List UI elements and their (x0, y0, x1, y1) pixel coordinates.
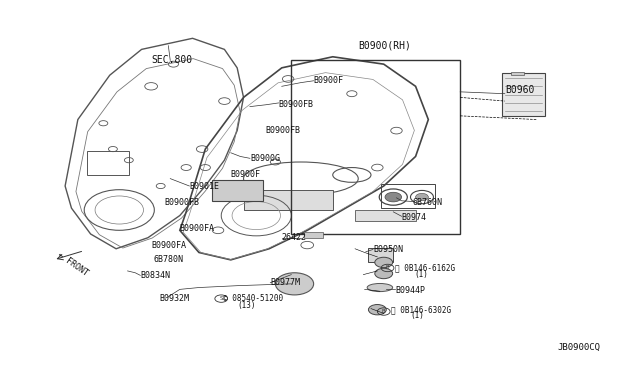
Bar (304, 232, 323, 238)
Text: (1): (1) (414, 270, 428, 279)
Text: (13): (13) (237, 301, 255, 311)
Text: Ⓑ 0B146-6162G: Ⓑ 0B146-6162G (395, 263, 455, 272)
Text: B0834N: B0834N (140, 271, 170, 280)
Bar (88, 151, 129, 175)
Bar (381, 184, 435, 208)
Text: Ⓑ 0B146-6302G: Ⓑ 0B146-6302G (392, 305, 451, 314)
Text: B0900FB: B0900FB (278, 100, 314, 109)
Text: B0974: B0974 (401, 213, 427, 222)
Text: S: S (220, 296, 223, 301)
Circle shape (375, 268, 393, 279)
Text: B: B (386, 266, 389, 270)
Text: JB0900CQ: JB0900CQ (557, 343, 600, 352)
Text: SEC.800: SEC.800 (151, 55, 192, 65)
Text: 6B760N: 6B760N (412, 198, 442, 207)
Bar (368, 248, 394, 262)
Text: B0960: B0960 (505, 85, 534, 95)
Circle shape (415, 193, 428, 201)
Bar (502, 73, 545, 116)
Text: B0900FB: B0900FB (266, 126, 301, 135)
Text: B0900F: B0900F (231, 170, 260, 179)
Text: B0950N: B0950N (373, 245, 403, 254)
Text: B0900FB: B0900FB (164, 198, 199, 207)
Text: © 08540-51200: © 08540-51200 (223, 294, 284, 303)
Text: (1): (1) (410, 311, 424, 320)
Circle shape (369, 305, 387, 315)
Text: B0900G: B0900G (250, 154, 280, 163)
Bar (212, 180, 262, 201)
Bar (355, 210, 415, 221)
Text: B0932M: B0932M (159, 294, 189, 303)
Bar (511, 71, 524, 75)
Text: B0944P: B0944P (395, 286, 425, 295)
Bar (291, 61, 460, 234)
Ellipse shape (367, 283, 393, 292)
Text: B0901E: B0901E (189, 182, 220, 191)
Circle shape (375, 257, 393, 267)
Text: B0900FA: B0900FA (180, 224, 215, 233)
Circle shape (275, 273, 314, 295)
Text: B0900F: B0900F (314, 76, 344, 85)
Text: 6B780N: 6B780N (153, 255, 183, 264)
Bar (244, 190, 333, 210)
Text: 26422: 26422 (282, 233, 307, 242)
Text: B0900FA: B0900FA (151, 241, 186, 250)
Text: B0900(RH): B0900(RH) (358, 41, 411, 51)
Text: B0977M: B0977M (270, 278, 300, 287)
Text: ← FRONT: ← FRONT (56, 250, 90, 277)
Text: B: B (382, 309, 385, 314)
Circle shape (385, 192, 401, 202)
